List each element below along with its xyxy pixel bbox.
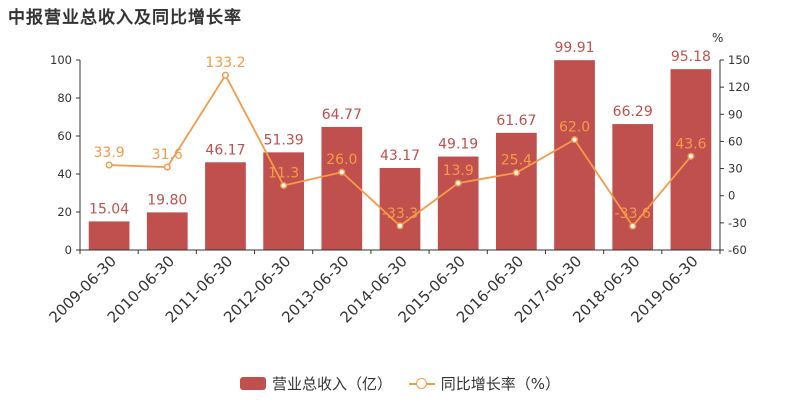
- right-axis-unit-label: %: [712, 31, 723, 45]
- growth-value-label: 26.0: [326, 152, 357, 168]
- bar-value-label: 66.29: [613, 104, 653, 120]
- left-tick-label: 40: [57, 167, 72, 181]
- right-tick-label: -30: [728, 216, 747, 230]
- growth-point: [105, 161, 113, 169]
- left-tick-label: 20: [57, 205, 72, 219]
- growth-value-label: 11.3: [268, 165, 299, 181]
- left-tick-label: 80: [57, 91, 72, 105]
- bar-value-label: 46.17: [205, 142, 245, 158]
- growth-value-label: 43.6: [675, 136, 706, 152]
- legend-label-growth: 同比增长率（%）: [440, 375, 561, 393]
- growth-point: [163, 163, 171, 171]
- bar: [205, 162, 246, 250]
- data-labels: 15.04 19.80 46.17 51.39 64.77 43.17 49.19 61.67…: [89, 40, 711, 222]
- bar-value-label: 49.19: [438, 137, 478, 153]
- bar: [88, 221, 130, 250]
- line-series: [105, 71, 695, 230]
- growth-point: [687, 152, 695, 160]
- bar-value-label: 43.17: [380, 148, 420, 164]
- growth-value-label: 13.9: [443, 163, 474, 179]
- left-tick-label: 0: [65, 243, 72, 257]
- growth-value-label: 133.2: [205, 55, 245, 71]
- growth-point: [629, 222, 637, 230]
- bar-value-label: 95.18: [671, 49, 711, 65]
- left-tick-label: 100: [50, 53, 72, 67]
- growth-value-label: 31.6: [152, 147, 183, 163]
- growth-point: [338, 168, 346, 176]
- bar: [263, 152, 304, 250]
- right-tick-label: -60: [728, 243, 747, 257]
- left-tick-label: 60: [57, 129, 72, 143]
- growth-value-label: 25.4: [501, 153, 532, 169]
- bar: [554, 60, 595, 250]
- right-tick-label: 90: [728, 107, 743, 121]
- growth-point: [454, 179, 462, 187]
- legend-label-revenue: 营业总收入（亿）: [271, 375, 392, 393]
- bar: [379, 167, 421, 250]
- legend: 营业总收入（亿） 同比增长率（%）: [0, 373, 800, 394]
- growth-value-label: 33.9: [94, 145, 125, 161]
- bar-value-label: 64.77: [322, 107, 362, 123]
- growth-point: [221, 71, 230, 79]
- growth-value-label: -33.6: [615, 206, 651, 222]
- legend-item-growth[interactable]: 同比增长率（%）: [408, 373, 561, 394]
- growth-value-label: 62.0: [559, 120, 590, 136]
- bar-value-label: 19.80: [147, 192, 187, 208]
- right-tick-label: 30: [728, 162, 743, 176]
- growth-point: [512, 169, 520, 177]
- growth-point: [280, 181, 288, 190]
- growth-value-label: -33.3: [382, 206, 418, 222]
- chart-title: 中报营业总收入及同比增长率: [8, 8, 242, 28]
- bar-value-label: 15.04: [89, 201, 129, 217]
- bar-value-label: 61.67: [496, 113, 536, 129]
- legend-line-swatch: [408, 377, 435, 390]
- bar: [612, 124, 654, 250]
- bar: [437, 156, 479, 250]
- growth-point: [396, 222, 404, 230]
- legend-item-revenue[interactable]: 营业总收入（亿）: [239, 373, 392, 394]
- growth-point: [570, 136, 579, 144]
- bar: [496, 132, 537, 250]
- right-tick-label: 150: [728, 53, 750, 67]
- right-tick-label: 120: [728, 80, 750, 94]
- bar: [146, 212, 188, 250]
- right-tick-label: 0: [728, 189, 735, 203]
- bar: [321, 126, 363, 250]
- legend-bar-swatch: [239, 377, 266, 390]
- right-tick-label: 60: [728, 134, 743, 148]
- bar-value-label: 51.39: [264, 132, 304, 148]
- bar-value-label: 99.91: [554, 40, 594, 56]
